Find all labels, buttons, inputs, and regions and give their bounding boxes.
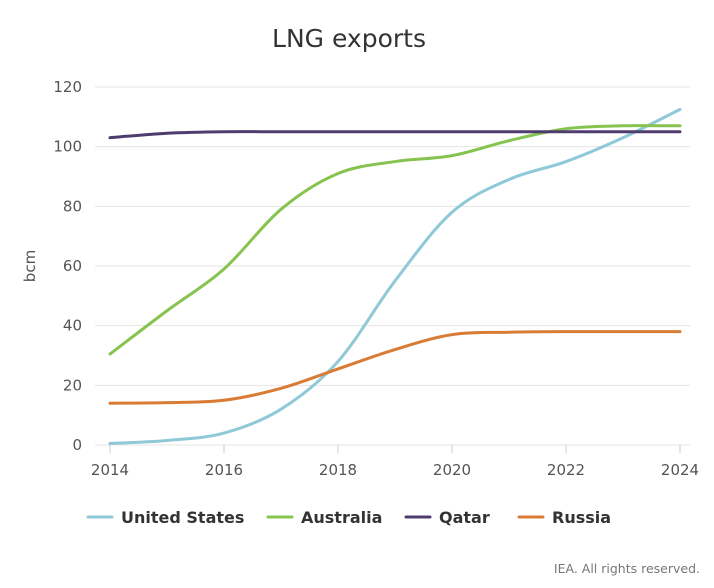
legend-label-russia: Russia [552,508,611,527]
x-tick-label: 2018 [319,461,357,479]
series-line-russia [108,330,682,405]
series-line-australia [108,124,682,356]
y-tick-label: 20 [63,376,82,394]
y-tick-label: 120 [53,78,82,96]
y-tick-label: 40 [63,317,82,335]
credit-text: IEA. All rights reserved. [554,561,700,576]
y-tick-label: 0 [72,436,82,454]
x-tick-label: 2016 [205,461,243,479]
series-lines [108,107,682,446]
y-tick-label: 100 [53,138,82,156]
legend-label-australia: Australia [301,508,382,527]
legend: United States Australia Qatar Russia [86,508,611,527]
y-tick-label: 60 [63,257,82,275]
y-axis-label: bcm [21,250,39,282]
axis-ticks: 0 20 40 60 80 100 120 2014 2016 2018 2020 2022 2024 [53,78,699,479]
series-line-qatar [108,130,682,140]
legend-label-united-states: United States [121,508,244,527]
series-line-united-states [108,107,682,446]
x-tick-label: 2022 [547,461,585,479]
y-tick-label: 80 [63,197,82,215]
chart-title: LNG exports [272,24,426,53]
x-tick-label: 2014 [91,461,129,479]
gridlines [95,86,690,446]
legend-label-qatar: Qatar [439,508,490,527]
x-tick-label: 2020 [433,461,471,479]
x-tick-label: 2024 [661,461,699,479]
